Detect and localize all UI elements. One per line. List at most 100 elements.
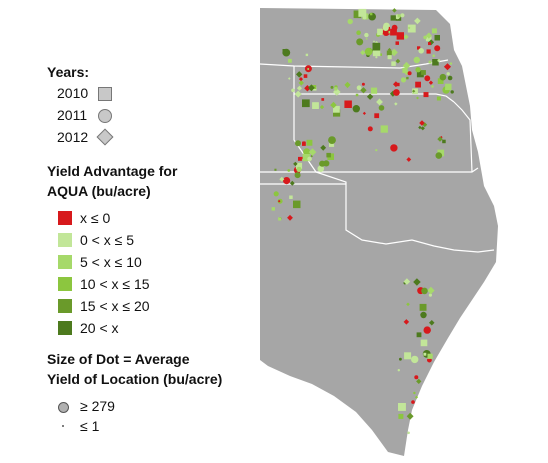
location-marker — [326, 152, 331, 158]
location-marker — [308, 84, 315, 92]
location-marker — [375, 56, 378, 59]
location-marker — [294, 90, 302, 98]
location-marker — [360, 49, 366, 56]
location-marker — [429, 320, 435, 326]
legend-swatch-label: 15 < x ≤ 20 — [80, 298, 150, 314]
location-marker — [305, 53, 309, 57]
location-marker — [427, 286, 435, 295]
location-marker — [302, 154, 310, 162]
location-marker — [437, 59, 441, 62]
location-marker — [436, 96, 441, 101]
legend-swatch-label: 10 < x ≤ 15 — [80, 276, 150, 292]
location-marker — [416, 332, 422, 338]
location-marker — [291, 88, 295, 93]
legend-swatch-label: 5 < x ≤ 10 — [80, 254, 142, 270]
location-marker — [422, 122, 428, 128]
location-marker — [375, 41, 379, 44]
location-marker — [306, 139, 313, 146]
legend-swatch-label: 20 < x — [80, 320, 119, 336]
location-marker — [365, 37, 368, 40]
location-marker — [411, 355, 419, 364]
location-marker — [298, 77, 303, 82]
location-marker — [307, 68, 310, 70]
location-marker — [423, 35, 427, 40]
location-marker — [449, 62, 453, 65]
location-marker — [396, 32, 404, 40]
location-marker — [279, 176, 285, 182]
location-marker — [287, 169, 291, 172]
location-marker — [288, 58, 292, 63]
location-marker — [364, 47, 373, 56]
location-marker — [432, 54, 435, 57]
location-marker — [403, 319, 410, 325]
location-marker — [406, 302, 410, 307]
legend-swatch — [58, 255, 72, 269]
border-ne-ks — [293, 66, 455, 103]
location-marker — [415, 67, 421, 73]
location-marker — [369, 12, 373, 16]
location-marker — [420, 311, 427, 319]
location-marker — [423, 326, 431, 334]
location-marker — [303, 74, 308, 78]
state-map — [259, 8, 498, 456]
location-marker — [282, 48, 291, 57]
location-marker — [289, 180, 295, 186]
location-marker — [289, 195, 293, 199]
location-marker — [390, 144, 398, 152]
location-marker — [418, 125, 422, 130]
map-legend: Years: 2010 2011 2012 Yield Advantage fo… — [0, 0, 260, 463]
location-marker — [312, 102, 319, 109]
location-marker — [356, 30, 361, 35]
legend-size-title-1: Size of Dot = Average — [47, 351, 190, 367]
location-marker — [411, 400, 415, 404]
location-marker — [434, 45, 441, 52]
location-marker — [416, 70, 424, 78]
location-marker — [414, 395, 419, 399]
location-marker — [303, 148, 311, 156]
location-marker — [273, 191, 279, 197]
legend-large-dot — [58, 402, 69, 413]
border-panhandle — [260, 171, 495, 253]
location-marker — [304, 85, 311, 92]
location-marker — [426, 49, 431, 54]
legend-small-dot — [62, 425, 64, 427]
location-marker — [380, 125, 388, 133]
location-marker — [378, 105, 385, 111]
location-marker — [330, 101, 337, 109]
location-marker — [413, 391, 416, 395]
location-marker — [298, 156, 302, 161]
location-marker — [442, 139, 446, 144]
location-marker — [437, 78, 444, 84]
legend-year-2010: 2010 — [57, 85, 89, 101]
location-marker — [274, 168, 277, 171]
trial-locations — [271, 8, 454, 435]
location-marker — [375, 149, 378, 152]
location-marker — [407, 71, 412, 76]
location-marker — [443, 63, 451, 71]
location-marker — [439, 73, 447, 81]
legend-size-title-2: Yield of Location (bu/acre) — [47, 371, 223, 387]
location-marker — [395, 41, 399, 45]
location-marker — [432, 59, 439, 66]
location-marker — [333, 105, 340, 113]
legend-swatch — [58, 233, 72, 247]
location-marker — [416, 96, 419, 100]
location-marker — [296, 71, 303, 78]
location-marker — [400, 13, 405, 18]
legend-swatch — [58, 277, 72, 291]
location-marker — [392, 8, 397, 13]
legend-year-2012: 2012 — [57, 129, 89, 145]
location-marker — [370, 87, 378, 94]
location-marker — [334, 87, 338, 91]
location-marker — [366, 93, 374, 100]
location-marker — [398, 413, 404, 419]
location-marker — [400, 77, 407, 83]
location-marker — [278, 200, 281, 203]
location-marker — [382, 24, 389, 31]
legend-swatch — [58, 299, 72, 313]
map-land — [260, 8, 498, 456]
location-marker — [406, 412, 414, 420]
location-marker — [423, 352, 427, 356]
location-marker — [356, 85, 362, 91]
location-marker — [302, 142, 306, 146]
